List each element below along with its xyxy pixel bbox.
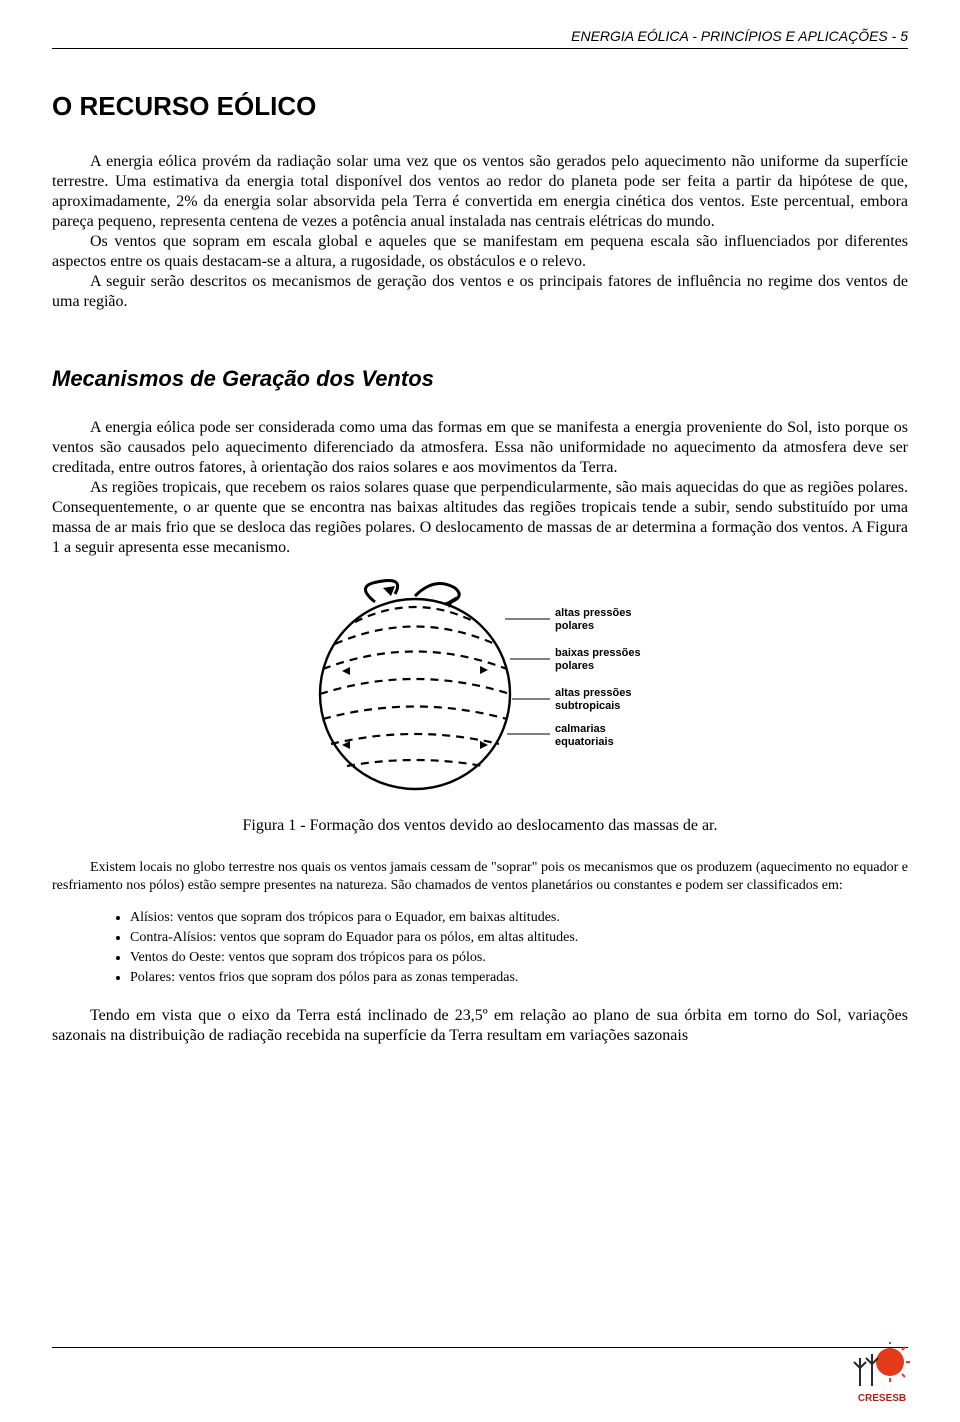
figure-caption: Figura 1 - Formação dos ventos devido ao… [52, 817, 908, 835]
list-item: Polares: ventos frios que sopram dos pól… [130, 970, 908, 986]
figure-1: altas pressões polares baixas pressões p… [52, 574, 908, 809]
post-figure-paragraph: Existem locais no globo terrestre nos qu… [52, 859, 908, 894]
footer-rule [52, 1347, 908, 1348]
logo-text: CRESESB [848, 1393, 916, 1404]
running-header: ENERGIA EÓLICA - PRINCÍPIOS E APLICAÇÕES… [52, 28, 908, 49]
wind-classification-list: Alísios: ventos que sopram dos trópicos … [130, 910, 908, 986]
svg-text:calmarias: calmarias [555, 723, 606, 735]
cresesb-logo: CRESESB [848, 1342, 916, 1404]
list-item: Ventos do Oeste: ventos que sopram dos t… [130, 950, 908, 966]
section-paragraph: A energia eólica pode ser considerada co… [52, 418, 908, 478]
svg-text:polares: polares [555, 660, 594, 672]
intro-paragraph: A energia eólica provém da radiação sola… [52, 152, 908, 232]
list-item: Alísios: ventos que sopram dos trópicos … [130, 910, 908, 926]
section-heading: Mecanismos de Geração dos Ventos [52, 366, 908, 392]
svg-text:equatoriais: equatoriais [555, 736, 614, 748]
closing-paragraph: Tendo em vista que o eixo da Terra está … [52, 1006, 908, 1046]
logo-icon [848, 1342, 916, 1390]
svg-text:altas pressões: altas pressões [555, 687, 631, 699]
svg-text:altas pressões: altas pressões [555, 607, 631, 619]
svg-text:baixas pressões: baixas pressões [555, 647, 641, 659]
list-item: Contra-Alísios: ventos que sopram do Equ… [130, 930, 908, 946]
page-title: O RECURSO EÓLICO [52, 91, 908, 122]
intro-paragraph: Os ventos que sopram em escala global e … [52, 232, 908, 272]
section-paragraph: As regiões tropicais, que recebem os rai… [52, 478, 908, 558]
intro-paragraph: A seguir serão descritos os mecanismos d… [52, 272, 908, 312]
svg-text:polares: polares [555, 620, 594, 632]
svg-text:subtropicais: subtropicais [555, 700, 620, 712]
globe-wind-diagram-icon: altas pressões polares baixas pressões p… [295, 574, 665, 804]
